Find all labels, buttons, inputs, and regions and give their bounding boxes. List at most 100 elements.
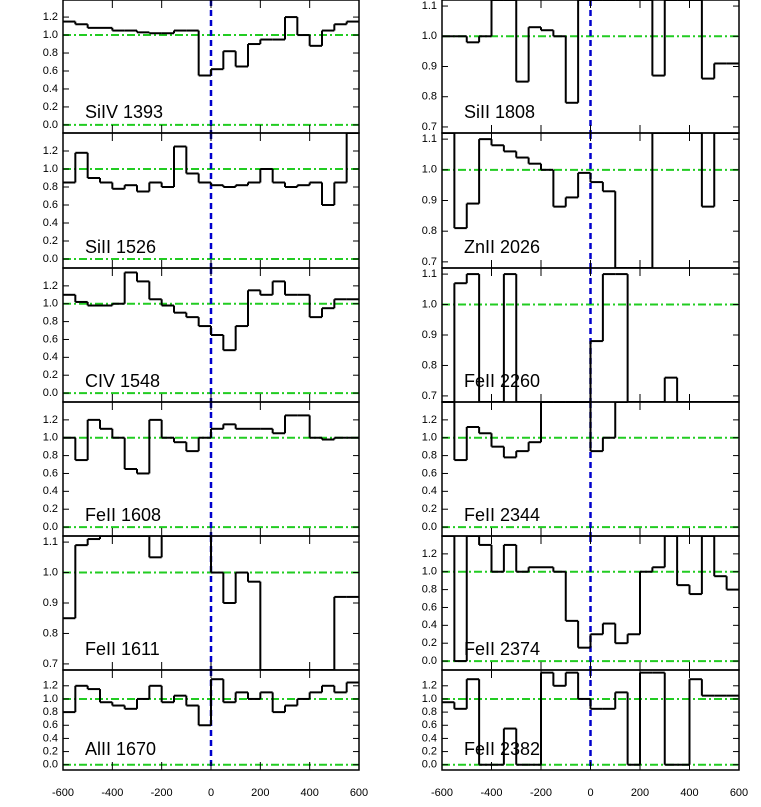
panel bbox=[63, 402, 359, 536]
y-tick-label: 1.2 bbox=[422, 548, 437, 560]
x-tick-label: 600 bbox=[350, 787, 368, 799]
y-tick-label: 0.8 bbox=[422, 91, 437, 103]
y-tick-label: 0.9 bbox=[422, 329, 437, 341]
y-tick-label: 1.2 bbox=[422, 680, 437, 692]
y-tick-label: 0.0 bbox=[422, 521, 437, 533]
y-tick-label: 0.0 bbox=[43, 119, 58, 131]
y-tick-label: 1.0 bbox=[43, 298, 58, 310]
y-tick-label: 0.8 bbox=[422, 359, 437, 371]
y-tick-label: 0.8 bbox=[422, 225, 437, 237]
y-tick-label: 1.0 bbox=[43, 693, 58, 705]
y-tick-label: 0.2 bbox=[43, 745, 58, 757]
y-tick-label: 0.2 bbox=[422, 745, 437, 757]
y-tick-label: 1.1 bbox=[43, 536, 58, 548]
y-tick-label: 1.0 bbox=[422, 693, 437, 705]
y-tick-label: 0.2 bbox=[422, 503, 437, 515]
y-tick-label: 1.1 bbox=[422, 0, 437, 12]
x-tick-label: 0 bbox=[587, 787, 593, 799]
y-tick-label: 1.2 bbox=[43, 414, 58, 426]
y-tick-label: 0.0 bbox=[43, 387, 58, 399]
x-tick-label: 400 bbox=[680, 787, 698, 799]
y-tick-label: 0.6 bbox=[422, 467, 437, 479]
panel-label: FeII 2374 bbox=[464, 639, 540, 659]
panel bbox=[442, 536, 739, 670]
y-tick-label: 1.0 bbox=[43, 566, 58, 578]
x-tick-label: 400 bbox=[300, 787, 318, 799]
y-tick-label: 0.2 bbox=[43, 235, 58, 247]
y-tick-label: 0.4 bbox=[43, 732, 58, 744]
y-tick-label: 0.6 bbox=[43, 467, 58, 479]
y-tick-label: 1.0 bbox=[43, 432, 58, 444]
y-tick-label: 0.4 bbox=[422, 619, 437, 631]
y-tick-label: 0.0 bbox=[43, 759, 58, 771]
x-tick-label: 200 bbox=[631, 787, 649, 799]
y-tick-label: 0.6 bbox=[43, 333, 58, 345]
y-tick-label: 0.4 bbox=[43, 485, 58, 497]
y-tick-label: 0.7 bbox=[422, 390, 437, 402]
panel-label: ZnII 2026 bbox=[464, 237, 540, 257]
y-tick-label: 0.8 bbox=[422, 450, 437, 462]
y-tick-label: 0.7 bbox=[43, 658, 58, 670]
y-tick-label: 0.0 bbox=[43, 521, 58, 533]
panel bbox=[63, 0, 359, 133]
x-tick-label: 200 bbox=[251, 787, 269, 799]
y-tick-label: 0.9 bbox=[422, 60, 437, 72]
panel-label: SiII 1526 bbox=[85, 237, 156, 257]
y-tick-label: 0.6 bbox=[43, 65, 58, 77]
y-tick-label: 0.2 bbox=[422, 637, 437, 649]
x-tick-label: 600 bbox=[730, 787, 748, 799]
panel-label: FeII 2344 bbox=[464, 505, 540, 525]
panel bbox=[442, 268, 739, 402]
x-tick-label: -600 bbox=[431, 787, 453, 799]
y-tick-label: 0.8 bbox=[422, 706, 437, 718]
y-tick-label: 0.9 bbox=[422, 194, 437, 206]
x-tick-label: -400 bbox=[480, 787, 502, 799]
panel-label: CIV 1548 bbox=[85, 371, 160, 391]
y-tick-label: 0.6 bbox=[422, 601, 437, 613]
x-tick-label: 0 bbox=[208, 787, 214, 799]
y-tick-label: 1.0 bbox=[422, 432, 437, 444]
y-tick-label: 1.2 bbox=[43, 11, 58, 23]
y-tick-label: 0.8 bbox=[422, 584, 437, 596]
x-tick-label: -400 bbox=[101, 787, 123, 799]
y-tick-label: 1.0 bbox=[43, 163, 58, 175]
y-tick-label: 0.8 bbox=[43, 47, 58, 59]
y-tick-label: 0.2 bbox=[43, 503, 58, 515]
panel bbox=[442, 402, 739, 536]
y-tick-label: 0.2 bbox=[43, 369, 58, 381]
y-tick-label: 1.0 bbox=[43, 29, 58, 41]
y-tick-label: 0.0 bbox=[43, 253, 58, 265]
panel-label: FeII 1611 bbox=[85, 639, 160, 659]
x-tick-label: -200 bbox=[151, 787, 173, 799]
y-tick-label: 0.6 bbox=[422, 719, 437, 731]
panel-label: AlII 1670 bbox=[85, 739, 156, 759]
y-tick-label: 0.8 bbox=[43, 181, 58, 193]
y-tick-label: 0.8 bbox=[43, 627, 58, 639]
panel bbox=[442, 133, 739, 268]
x-tick-label: -600 bbox=[52, 787, 74, 799]
y-tick-label: 0.4 bbox=[422, 485, 437, 497]
panel-label: SiII 1808 bbox=[464, 102, 535, 122]
panel bbox=[63, 133, 359, 268]
y-tick-label: 1.2 bbox=[422, 414, 437, 426]
y-tick-label: 0.8 bbox=[43, 706, 58, 718]
y-tick-label: 0.6 bbox=[43, 719, 58, 731]
y-tick-label: 0.8 bbox=[43, 316, 58, 328]
panel bbox=[442, 0, 739, 133]
y-tick-label: 0.7 bbox=[422, 256, 437, 268]
panel bbox=[63, 268, 359, 402]
y-tick-label: 0.9 bbox=[43, 597, 58, 609]
y-tick-label: 0.4 bbox=[43, 83, 58, 95]
panel-label: SiIV 1393 bbox=[85, 102, 163, 122]
panel-label: FeII 2382 bbox=[464, 739, 540, 759]
y-tick-label: 0.8 bbox=[43, 450, 58, 462]
panel-label: FeII 2260 bbox=[464, 371, 540, 391]
y-tick-label: 0.4 bbox=[422, 732, 437, 744]
y-tick-label: 0.0 bbox=[422, 759, 437, 771]
y-tick-label: 1.0 bbox=[422, 298, 437, 310]
y-tick-label: 1.0 bbox=[422, 164, 437, 176]
panel-label: FeII 1608 bbox=[85, 505, 161, 525]
y-tick-label: 1.0 bbox=[422, 566, 437, 578]
y-tick-label: 0.4 bbox=[43, 217, 58, 229]
